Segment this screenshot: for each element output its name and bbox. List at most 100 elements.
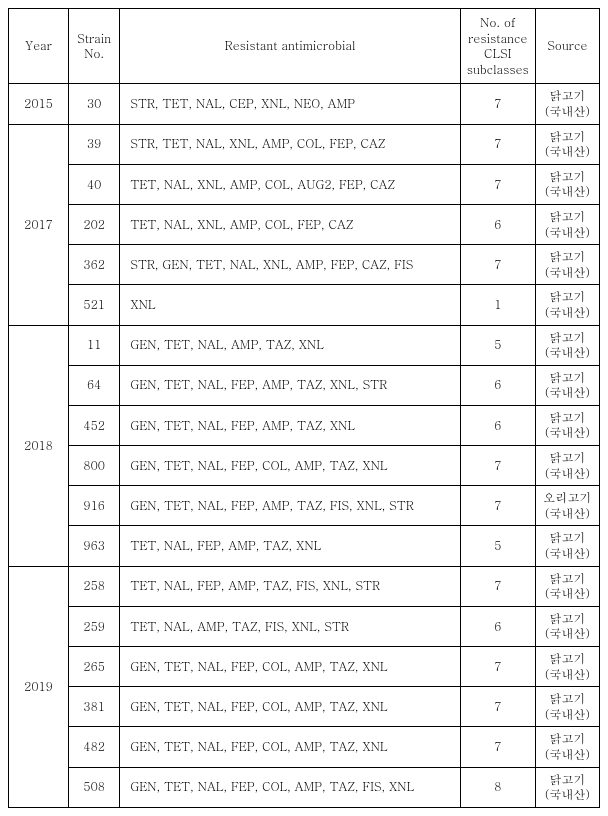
table-row: 265GEN, TET, NAL, FEP, COL, AMP, TAZ, XN… (9, 647, 600, 687)
resistant-cell: GEN, TET, NAL, FEP, COL, AMP, TAZ, XNL (120, 727, 460, 767)
source-main: 닭고기 (542, 530, 593, 546)
strain-cell: 39 (68, 124, 119, 164)
source-cell: 닭고기(국내산) (535, 446, 599, 486)
source-cell: 닭고기(국내산) (535, 606, 599, 646)
resistant-cell: TET, NAL, FEP, AMP, TAZ, XNL (120, 526, 460, 566)
header-num: No. of resistance CLSI subclasses (460, 9, 535, 84)
table-row: 40TET, NAL, XNL, AMP, COL, AUG2, FEP, CA… (9, 164, 600, 204)
source-main: 닭고기 (542, 571, 593, 587)
strain-cell: 64 (68, 365, 119, 405)
table-row: 381GEN, TET, NAL, FEP, COL, AMP, TAZ, XN… (9, 687, 600, 727)
source-main: 닭고기 (542, 772, 593, 788)
source-main: 닭고기 (542, 691, 593, 707)
source-main: 닭고기 (542, 410, 593, 426)
header-strain: Strain No. (68, 9, 119, 84)
num-cell: 6 (460, 365, 535, 405)
source-cell: 닭고기(국내산) (535, 566, 599, 606)
strain-cell: 381 (68, 687, 119, 727)
source-cell: 닭고기(국내산) (535, 164, 599, 204)
num-cell: 7 (460, 687, 535, 727)
source-cell: 닭고기(국내산) (535, 84, 599, 124)
source-sub: (국내산) (542, 305, 593, 321)
table-row: 362STR, GEN, TET, NAL, XNL, AMP, FEP, CA… (9, 245, 600, 285)
source-main: 닭고기 (542, 129, 593, 145)
resistant-cell: TET, NAL, XNL, AMP, COL, AUG2, FEP, CAZ (120, 164, 460, 204)
source-cell: 닭고기(국내산) (535, 285, 599, 325)
num-cell: 6 (460, 204, 535, 244)
source-main: 닭고기 (542, 88, 593, 104)
source-cell: 닭고기(국내산) (535, 647, 599, 687)
table-row: 521XNL1닭고기(국내산) (9, 285, 600, 325)
year-cell: 2015 (9, 84, 69, 124)
source-main: 닭고기 (542, 249, 593, 265)
header-source: Source (535, 9, 599, 84)
source-cell: 닭고기(국내산) (535, 526, 599, 566)
resistant-cell: TET, NAL, AMP, TAZ, FIS, XNL, STR (120, 606, 460, 646)
source-sub: (국내산) (542, 466, 593, 482)
table-row: 201811GEN, TET, NAL, AMP, TAZ, XNL5닭고기(국… (9, 325, 600, 365)
source-main: 닭고기 (542, 330, 593, 346)
table-row: 2019258TET, NAL, FEP, AMP, TAZ, FIS, XNL… (9, 566, 600, 606)
resistant-cell: GEN, TET, NAL, FEP, AMP, TAZ, XNL (120, 405, 460, 445)
source-main: 닭고기 (542, 651, 593, 667)
source-cell: 닭고기(국내산) (535, 325, 599, 365)
table-row: 482GEN, TET, NAL, FEP, COL, AMP, TAZ, XN… (9, 727, 600, 767)
num-cell: 7 (460, 124, 535, 164)
source-sub: (국내산) (542, 626, 593, 642)
num-cell: 7 (460, 647, 535, 687)
table-row: 259TET, NAL, AMP, TAZ, FIS, XNL, STR6닭고기… (9, 606, 600, 646)
source-main: 오리고기 (542, 490, 593, 506)
table-row: 916GEN, TET, NAL, FEP, AMP, TAZ, FIS, XN… (9, 486, 600, 526)
header-year: Year (9, 9, 69, 84)
source-main: 닭고기 (542, 169, 593, 185)
strain-cell: 259 (68, 606, 119, 646)
resistant-cell: GEN, TET, NAL, FEP, COL, AMP, TAZ, XNL (120, 446, 460, 486)
source-cell: 닭고기(국내산) (535, 204, 599, 244)
source-main: 닭고기 (542, 731, 593, 747)
resistant-cell: GEN, TET, NAL, FEP, COL, AMP, TAZ, XNL (120, 687, 460, 727)
table-row: 201739STR, TET, NAL, XNL, AMP, COL, FEP,… (9, 124, 600, 164)
num-cell: 1 (460, 285, 535, 325)
source-cell: 닭고기(국내산) (535, 727, 599, 767)
year-cell: 2018 (9, 325, 69, 566)
table-row: 963TET, NAL, FEP, AMP, TAZ, XNL5닭고기(국내산) (9, 526, 600, 566)
strain-cell: 521 (68, 285, 119, 325)
strain-cell: 258 (68, 566, 119, 606)
source-sub: (국내산) (542, 144, 593, 160)
source-sub: (국내산) (542, 546, 593, 562)
num-cell: 6 (460, 405, 535, 445)
resistant-cell: STR, TET, NAL, CEP, XNL, NEO, AMP (120, 84, 460, 124)
source-sub: (국내산) (542, 345, 593, 361)
num-cell: 6 (460, 606, 535, 646)
source-sub: (국내산) (542, 787, 593, 803)
table-row: 508GEN, TET, NAL, FEP, COL, AMP, TAZ, FI… (9, 767, 600, 807)
table-row: 800GEN, TET, NAL, FEP, COL, AMP, TAZ, XN… (9, 446, 600, 486)
source-sub: (국내산) (542, 747, 593, 763)
header-resistant: Resistant antimicrobial (120, 9, 460, 84)
source-cell: 닭고기(국내산) (535, 687, 599, 727)
num-cell: 7 (460, 486, 535, 526)
source-sub: (국내산) (542, 425, 593, 441)
strain-cell: 452 (68, 405, 119, 445)
source-main: 닭고기 (542, 450, 593, 466)
source-sub: (국내산) (542, 385, 593, 401)
resistant-cell: GEN, TET, NAL, AMP, TAZ, XNL (120, 325, 460, 365)
num-cell: 5 (460, 526, 535, 566)
strain-cell: 11 (68, 325, 119, 365)
strain-cell: 916 (68, 486, 119, 526)
strain-cell: 202 (68, 204, 119, 244)
num-cell: 7 (460, 84, 535, 124)
source-sub: (국내산) (542, 104, 593, 120)
resistant-cell: STR, GEN, TET, NAL, XNL, AMP, FEP, CAZ, … (120, 245, 460, 285)
num-cell: 7 (460, 446, 535, 486)
num-cell: 8 (460, 767, 535, 807)
source-sub: (국내산) (542, 506, 593, 522)
source-cell: 닭고기(국내산) (535, 365, 599, 405)
source-sub: (국내산) (542, 667, 593, 683)
source-cell: 닭고기(국내산) (535, 767, 599, 807)
num-cell: 5 (460, 325, 535, 365)
strain-cell: 963 (68, 526, 119, 566)
source-main: 닭고기 (542, 370, 593, 386)
year-cell: 2017 (9, 124, 69, 325)
year-cell: 2019 (9, 566, 69, 807)
